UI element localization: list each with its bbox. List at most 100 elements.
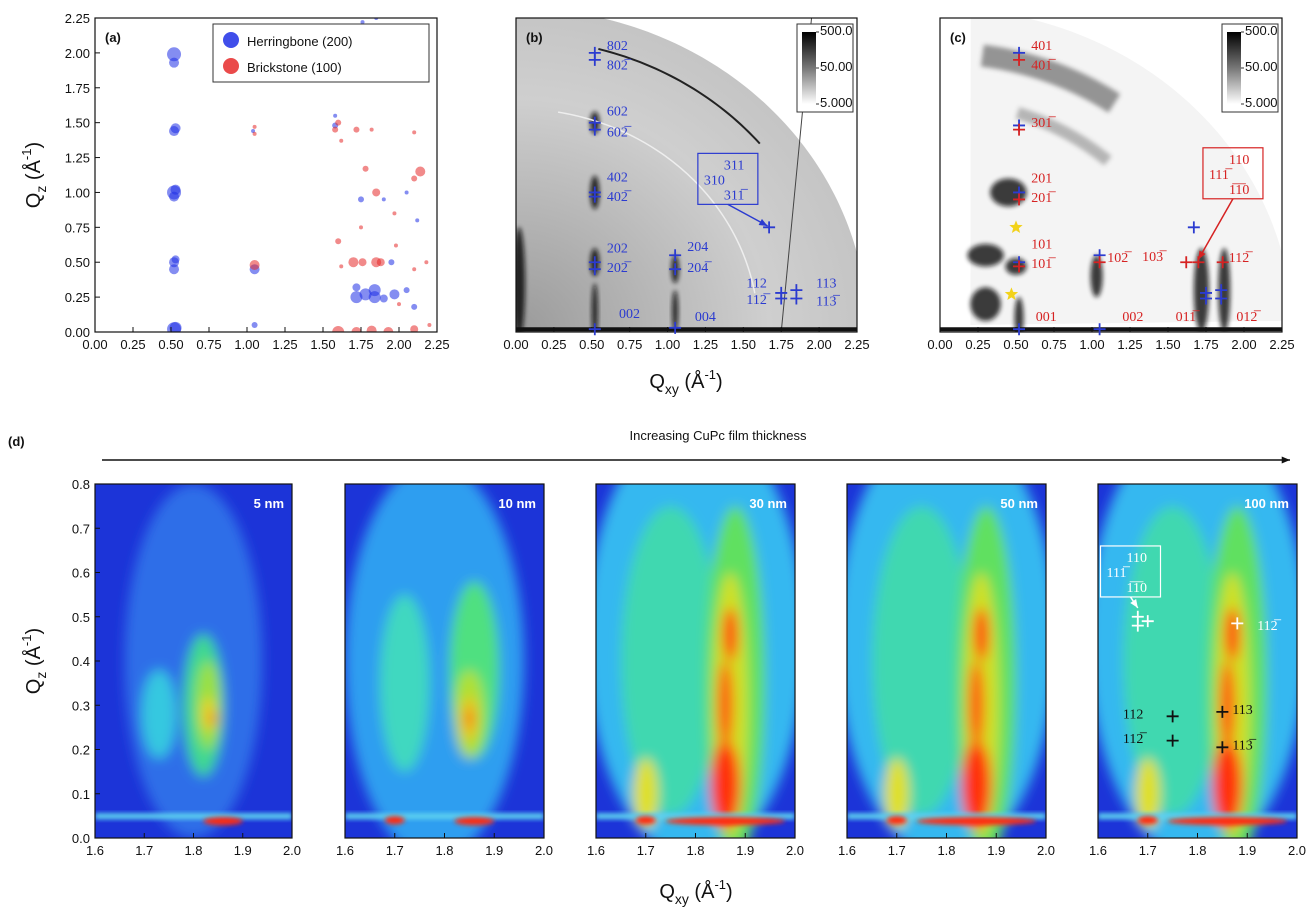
reflection-label: 102̅ (1107, 251, 1132, 266)
intensity (591, 283, 598, 332)
reflection-label: 112̅ (746, 293, 770, 308)
axis-label-part: xy (675, 891, 689, 907)
x-tick-label: 2.0 (786, 843, 804, 858)
annotation-arrow-head (758, 218, 768, 226)
colorbar: 500.0 50.00 5.000 (1221, 23, 1279, 113)
bubble (351, 327, 362, 332)
reflection-label: 802 (607, 39, 628, 54)
reflection-label: 112 (1123, 708, 1143, 723)
y-tick-label: 0.8 (72, 477, 90, 492)
panel: 10 nm 1.6 1.7 1.8 1.9 2.0 (336, 483, 553, 858)
axis-label-part: ) (726, 881, 733, 903)
bubble (170, 123, 181, 134)
x-tick-label: 0.50 (158, 337, 183, 352)
y-tick-label: 0.6 (72, 566, 90, 581)
cross-marker (588, 323, 601, 336)
x-tick-label: 1.7 (888, 843, 906, 858)
x-tick-label: 1.7 (637, 843, 655, 858)
cross-marker (790, 292, 803, 305)
bubble (359, 288, 372, 301)
intensity (871, 506, 972, 816)
panel: 30 nm 1.6 1.7 1.8 1.9 2.0 (587, 483, 804, 858)
x-tick-label: 1.6 (587, 843, 605, 858)
axis-label-part: Q (659, 881, 675, 903)
cross-marker (775, 292, 788, 305)
bubble (169, 264, 180, 275)
cross-marker (1216, 705, 1229, 718)
x-tick-label: 1.50 (731, 337, 756, 352)
x-tick-label: 1.25 (272, 337, 297, 352)
cross-marker (669, 249, 682, 262)
x-tick-label: 1.75 (1193, 337, 1218, 352)
reflection-label: 1̅1̅0 (1126, 581, 1146, 596)
reflection-label: 301̅ (1031, 116, 1056, 131)
y-tick-label: 0.4 (72, 654, 90, 669)
specular-band (95, 813, 292, 820)
cross-marker (1200, 292, 1212, 305)
bubble (333, 113, 338, 118)
axis-label-part: z (33, 672, 49, 679)
bubble (339, 138, 344, 143)
bubble (368, 291, 381, 304)
cross-marker (588, 123, 601, 136)
bubble (412, 267, 417, 272)
reflection-label: 311 (724, 158, 744, 173)
y-tick-label: 0.00 (65, 325, 90, 340)
x-tick-label: 0.00 (503, 337, 528, 352)
plot-frame (939, 17, 1283, 333)
plot-frame (94, 17, 438, 333)
intensity (672, 290, 679, 332)
bubble (411, 303, 418, 310)
axis-label: Qxy (Å-1) (649, 367, 722, 397)
x-tick-label: 1.9 (1238, 843, 1256, 858)
bubble (169, 321, 182, 332)
x-tick-label: 0.25 (120, 337, 145, 352)
intensity (516, 227, 526, 332)
y-tick-label: 0.2 (72, 743, 90, 758)
x-tick-label: 1.7 (386, 843, 404, 858)
bubble (339, 264, 344, 269)
x-tick-label: 1.8 (686, 843, 704, 858)
intensity (466, 709, 473, 728)
bubble (352, 283, 361, 292)
specular-peak (384, 816, 405, 825)
cross-marker (1131, 619, 1144, 632)
cross-marker (1180, 256, 1193, 269)
legend-label: Brickstone (100) (247, 60, 342, 75)
axis-label-part: Q (23, 679, 45, 695)
x-tick-label: 1.8 (937, 843, 955, 858)
reflection-label: 113 (1232, 703, 1252, 718)
legend-label: Herringbone (200) (247, 34, 353, 49)
annotation-arrow-head (1198, 250, 1206, 260)
x-tick-label: 1.00 (234, 337, 259, 352)
bubble (376, 258, 385, 267)
axis-label-part: -1 (19, 148, 34, 160)
bubble (348, 257, 359, 268)
reflection-label: 110 (1126, 551, 1146, 566)
bubble (360, 20, 365, 25)
bubble (410, 325, 419, 332)
panel: 50 nm 1.6 1.7 1.8 1.9 2.0 (838, 483, 1055, 858)
y-tick-label: 0.7 (72, 521, 90, 536)
annotation-arrow-head (1130, 599, 1138, 608)
x-tick-label: 0.75 (617, 337, 642, 352)
cross-marker (588, 190, 601, 203)
reflection-label: 103̅ (1142, 250, 1167, 265)
specular-peak (454, 817, 495, 826)
x-tick-label: 2.0 (283, 843, 301, 858)
plot-area (516, 18, 857, 332)
x-tick-label: 2.25 (1269, 337, 1294, 352)
x-tick-label: 0.25 (541, 337, 566, 352)
x-tick-label: 2.0 (1288, 843, 1306, 858)
plot-area (95, 484, 292, 838)
plot-area (1098, 484, 1297, 838)
annotation-arrow (1197, 198, 1234, 260)
detector-fan (516, 18, 857, 332)
colorbar-label: 50.00 (1245, 59, 1278, 74)
bubble (392, 211, 397, 216)
reflection-label: 402̅ (607, 190, 632, 205)
x-tick-label: 1.25 (693, 337, 718, 352)
specular-peak (916, 817, 1037, 826)
specular-band (847, 813, 1046, 820)
cross-marker (1013, 123, 1026, 136)
